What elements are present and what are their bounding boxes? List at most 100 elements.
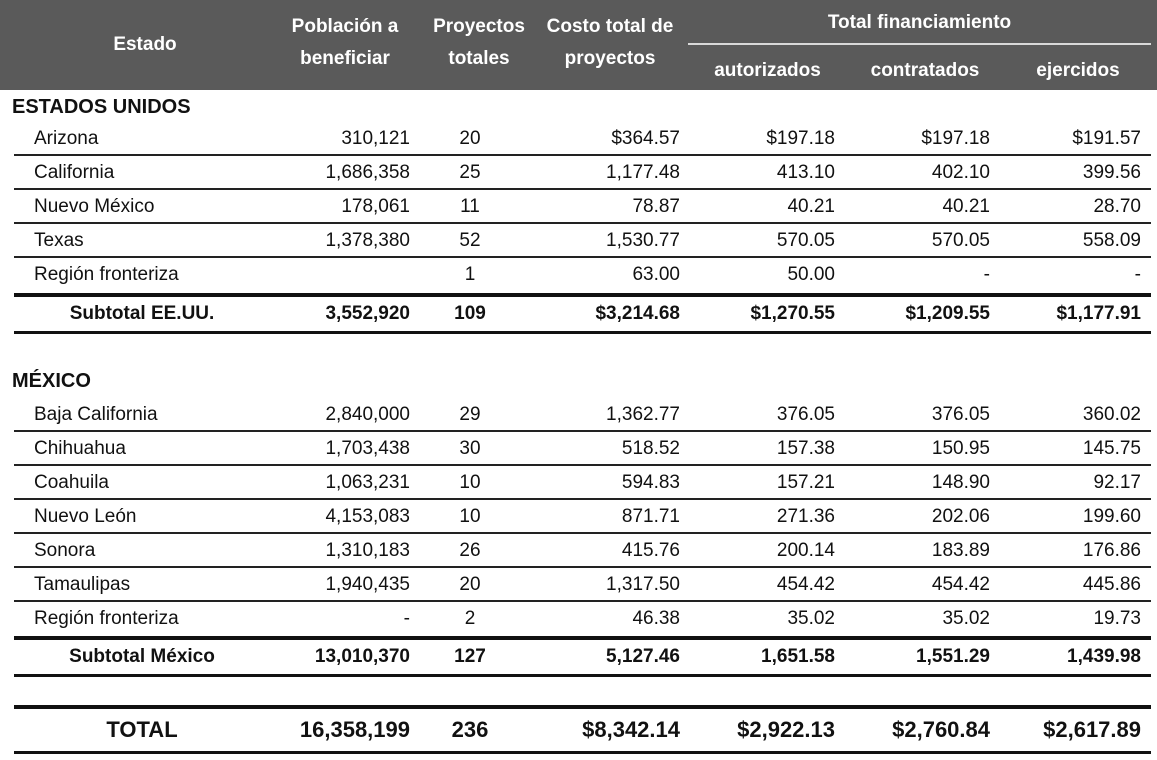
cell-contratados: 35.02 bbox=[942, 608, 990, 629]
cell-estado: Coahuila bbox=[34, 472, 109, 493]
table-row: Arizona 310,121 20 $364.57 $197.18 $197.… bbox=[0, 122, 1157, 156]
header-costo-line2: proyectos bbox=[564, 48, 656, 69]
table-row: Baja California 2,840,000 29 1,362.77 37… bbox=[0, 398, 1157, 432]
header-financiamiento: Total financiamiento bbox=[827, 12, 1012, 33]
cell-costo: $8,342.14 bbox=[582, 717, 680, 742]
header-poblacion-line2: beneficiar bbox=[300, 48, 390, 69]
header-poblacion-line1: Población a bbox=[291, 16, 399, 37]
header-estado: Estado bbox=[113, 34, 177, 55]
cell-estado: Región fronteriza bbox=[34, 264, 179, 285]
cell-poblacion bbox=[270, 258, 410, 292]
cell-costo: $364.57 bbox=[611, 128, 680, 149]
cell-proyectos: 109 bbox=[454, 303, 486, 324]
header-proyectos-line1: Proyectos bbox=[433, 16, 525, 37]
cell-poblacion: 3,552,920 bbox=[325, 303, 410, 324]
cell-autorizados: 413.10 bbox=[776, 162, 835, 183]
total-row: TOTAL 16,358,199 236 $8,342.14 $2,922.13… bbox=[0, 710, 1157, 750]
table-header: Estado Población a beneficiar Proyectos … bbox=[0, 0, 1157, 90]
table-row: Nuevo León 4,153,083 10 871.71 271.36 20… bbox=[0, 500, 1157, 534]
cell-estado: Baja California bbox=[34, 404, 158, 425]
cell-costo: 1,362.77 bbox=[606, 404, 680, 425]
header-autorizados: autorizados bbox=[714, 60, 821, 81]
cell-contratados: $197.18 bbox=[921, 128, 990, 149]
cell-estado: Nuevo México bbox=[34, 196, 155, 217]
cell-ejercidos: 176.86 bbox=[1082, 540, 1141, 561]
cell-autorizados: 157.38 bbox=[776, 438, 835, 459]
cell-ejercidos: 19.73 bbox=[1093, 608, 1141, 629]
subtotal-top-rule bbox=[14, 636, 1151, 640]
cell-costo: 78.87 bbox=[632, 196, 680, 217]
cell-ejercidos: $1,177.91 bbox=[1056, 303, 1141, 324]
table-row: Texas 1,378,380 52 1,530.77 570.05 570.0… bbox=[0, 224, 1157, 258]
cell-contratados: 40.21 bbox=[942, 196, 990, 217]
cell-autorizados: 157.21 bbox=[776, 472, 835, 493]
cell-autorizados: 200.14 bbox=[776, 540, 835, 561]
cell-contratados: 148.90 bbox=[931, 472, 990, 493]
header-financiamiento-divider bbox=[688, 43, 1151, 45]
cell-ejercidos: - bbox=[1134, 264, 1141, 285]
table-row: Región fronteriza - 2 46.38 35.02 35.02 … bbox=[0, 602, 1157, 636]
section-title-us: ESTADOS UNIDOS bbox=[12, 96, 191, 118]
header-proyectos-line2: totales bbox=[448, 48, 510, 69]
table-row: California 1,686,358 25 1,177.48 413.10 … bbox=[0, 156, 1157, 190]
cell-proyectos: 11 bbox=[460, 196, 480, 217]
cell-estado: Arizona bbox=[34, 128, 99, 149]
table-row: Tamaulipas 1,940,435 20 1,317.50 454.42 … bbox=[0, 568, 1157, 602]
cell-ejercidos: 199.60 bbox=[1082, 506, 1141, 527]
cell-contratados: 454.42 bbox=[931, 574, 990, 595]
table-row: Sonora 1,310,183 26 415.76 200.14 183.89… bbox=[0, 534, 1157, 568]
cell-proyectos: 20 bbox=[459, 574, 481, 595]
cell-estado: Región fronteriza bbox=[34, 608, 179, 629]
cell-estado: Sonora bbox=[34, 540, 96, 561]
cell-poblacion: 178,061 bbox=[341, 196, 410, 217]
cell-poblacion: 1,703,438 bbox=[325, 438, 410, 459]
subtotal-bottom-rule bbox=[14, 674, 1151, 677]
cell-poblacion: 16,358,199 bbox=[299, 717, 410, 742]
cell-autorizados: 570.05 bbox=[776, 230, 835, 251]
cell-contratados: - bbox=[983, 264, 990, 285]
cell-poblacion: - bbox=[403, 608, 410, 629]
table-row: Nuevo México 178,061 11 78.87 40.21 40.2… bbox=[0, 190, 1157, 224]
cell-proyectos: 52 bbox=[459, 230, 481, 251]
cell-autorizados: 271.36 bbox=[776, 506, 835, 527]
cell-proyectos: 30 bbox=[459, 438, 481, 459]
cell-proyectos: 29 bbox=[459, 404, 481, 425]
cell-estado: TOTAL bbox=[106, 717, 178, 742]
subtotal-top-rule bbox=[14, 293, 1151, 297]
cell-poblacion: 1,310,183 bbox=[325, 540, 410, 561]
total-top-rule bbox=[14, 705, 1151, 709]
cell-proyectos: 25 bbox=[459, 162, 481, 183]
cell-contratados: 150.95 bbox=[931, 438, 990, 459]
cell-poblacion: 2,840,000 bbox=[325, 404, 410, 425]
cell-autorizados: 1,651.58 bbox=[761, 646, 835, 667]
cell-costo: 518.52 bbox=[621, 438, 680, 459]
cell-costo: 1,530.77 bbox=[606, 230, 680, 251]
cell-ejercidos: 1,439.98 bbox=[1067, 646, 1141, 667]
cell-estado: Tamaulipas bbox=[34, 574, 131, 595]
cell-proyectos: 10 bbox=[459, 472, 481, 493]
cell-estado: Subtotal México bbox=[69, 646, 215, 667]
cell-autorizados: 35.02 bbox=[787, 608, 835, 629]
cell-poblacion: 4,153,083 bbox=[325, 506, 410, 527]
header-contratados: contratados bbox=[870, 60, 980, 81]
cell-costo: 871.71 bbox=[621, 506, 680, 527]
cell-proyectos: 127 bbox=[454, 646, 486, 667]
cell-contratados: $2,760.84 bbox=[892, 717, 990, 742]
cell-autorizados: 376.05 bbox=[776, 404, 835, 425]
cell-poblacion: 1,063,231 bbox=[325, 472, 410, 493]
section-title-mx: MÉXICO bbox=[12, 370, 91, 392]
cell-estado: Texas bbox=[34, 230, 84, 251]
table-row: Chihuahua 1,703,438 30 518.52 157.38 150… bbox=[0, 432, 1157, 466]
cell-costo: $3,214.68 bbox=[595, 303, 680, 324]
cell-contratados: 1,551.29 bbox=[916, 646, 990, 667]
cell-proyectos: 26 bbox=[459, 540, 481, 561]
subtotal-row-us: Subtotal EE.UU. 3,552,920 109 $3,214.68 … bbox=[0, 297, 1157, 331]
cell-costo: 415.76 bbox=[621, 540, 680, 561]
cell-autorizados: $1,270.55 bbox=[750, 303, 835, 324]
cell-contratados: 202.06 bbox=[931, 506, 990, 527]
cell-ejercidos: $191.57 bbox=[1072, 128, 1141, 149]
cell-estado: Chihuahua bbox=[34, 438, 126, 459]
cell-autorizados: 454.42 bbox=[776, 574, 835, 595]
cell-contratados: 183.89 bbox=[931, 540, 990, 561]
cell-ejercidos: 28.70 bbox=[1093, 196, 1141, 217]
